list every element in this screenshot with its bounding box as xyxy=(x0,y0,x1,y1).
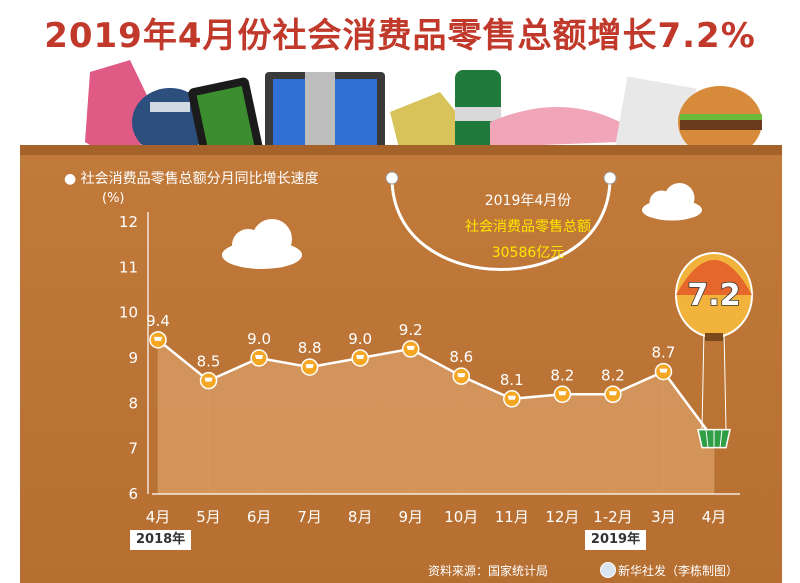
cart-icon xyxy=(553,385,572,404)
x-tick-label: 7月 xyxy=(297,508,322,526)
cart-glyph xyxy=(154,336,162,341)
balloon-stripe xyxy=(676,260,752,295)
data-label: 8.6 xyxy=(449,348,473,366)
chart-subtitle: ● 社会消费品零售总额分月同比增长速度 xyxy=(64,171,319,187)
retail-total-callout: 2019年4月份 社会消费品零售总额 30586亿元 xyxy=(428,188,628,266)
basket-slat xyxy=(719,429,723,448)
basket-icon xyxy=(697,428,731,449)
cart-icon xyxy=(250,349,268,367)
cart-icon xyxy=(300,358,319,376)
y-tick-label: 10 xyxy=(119,304,138,322)
cart-icon xyxy=(351,349,369,367)
x-tick-label: 1-2月 xyxy=(593,508,633,526)
chart-title: 2019年4月份社会消费品零售总额增长7.2% xyxy=(44,16,756,56)
data-label: 7.2 xyxy=(687,278,740,313)
balloon-rope xyxy=(723,328,727,430)
cart-glyph xyxy=(255,355,264,359)
cloud-icon xyxy=(222,219,302,269)
data-label: 8.1 xyxy=(500,371,524,389)
bag-handle xyxy=(385,171,617,271)
cart-glyph xyxy=(507,395,516,400)
credit-line: 新华社发（李栋制图） xyxy=(618,564,739,578)
cart-icon xyxy=(401,340,420,358)
data-label: 9.0 xyxy=(348,330,372,348)
x-tick-label: 9月 xyxy=(398,508,423,526)
basket-slat xyxy=(705,429,709,448)
x-tick-label: 4月 xyxy=(702,508,727,526)
data-label: 9.0 xyxy=(247,330,271,348)
data-label: 8.7 xyxy=(652,344,676,362)
cart-icon xyxy=(654,362,673,381)
area-fill xyxy=(158,339,714,494)
handle-grommet xyxy=(385,171,399,185)
cloud-part xyxy=(252,219,292,259)
y-tick-label: 9 xyxy=(128,349,138,367)
data-label: 8.8 xyxy=(298,339,322,357)
cart-glyph xyxy=(457,373,466,378)
data-label: 8.2 xyxy=(550,366,574,384)
scarf-icon xyxy=(85,60,155,170)
y-tick-label: 8 xyxy=(128,394,138,412)
cart-icon xyxy=(452,367,471,385)
high-heel-icon xyxy=(490,107,620,147)
x-tick-label: 8月 xyxy=(348,508,373,526)
y-tick-label: 7 xyxy=(128,440,138,458)
cart-icon xyxy=(503,390,521,408)
cloud-part xyxy=(664,183,695,213)
x-tick-label: 11月 xyxy=(495,508,529,526)
callout-metric: 社会消费品零售总额 xyxy=(465,219,591,235)
cart-icon xyxy=(199,371,218,390)
handle-rope xyxy=(390,177,612,271)
balloon-rope xyxy=(701,328,705,430)
xinhua-logo-icon xyxy=(600,562,616,578)
cart-glyph xyxy=(608,391,617,396)
x-tick-label: 3月 xyxy=(651,508,676,526)
handle-grommet xyxy=(603,171,617,185)
bag-rim xyxy=(20,145,782,155)
y-tick-label: 12 xyxy=(119,213,138,231)
cart-icon xyxy=(149,331,167,349)
cart-glyph xyxy=(406,345,415,350)
shopping-goods-illustration xyxy=(85,60,762,170)
cart-glyph xyxy=(558,391,567,396)
year-badge: 2019年 xyxy=(584,530,647,550)
y-tick-label: 11 xyxy=(119,258,138,276)
x-tick-label: 4月 xyxy=(146,508,171,526)
callout-period: 2019年4月份 xyxy=(484,193,572,209)
chart-subtitle-text: 社会消费品零售总额分月同比增长速度 xyxy=(80,171,319,187)
newspaper-icon xyxy=(613,76,697,168)
y-axis-unit: (%) xyxy=(102,191,125,206)
cart-icon xyxy=(604,385,622,404)
x-tick-label: 12月 xyxy=(545,508,579,526)
cart-glyph xyxy=(659,368,668,373)
x-tick-label: 10月 xyxy=(444,508,478,526)
data-label: 8.5 xyxy=(197,353,221,371)
cart-glyph xyxy=(305,364,314,369)
year-badge: 2018年 xyxy=(130,530,192,550)
hot-air-balloon-icon: 7.2 xyxy=(675,252,753,430)
data-source: 资料来源：国家统计局 xyxy=(428,564,549,578)
data-label: 8.2 xyxy=(601,366,625,384)
callout-value: 30586亿元 xyxy=(491,245,565,261)
balloon-basket xyxy=(705,333,723,341)
cart-glyph xyxy=(356,355,365,359)
x-tick-label: 5月 xyxy=(196,508,221,526)
y-tick-label: 6 xyxy=(128,485,138,503)
cart-glyph xyxy=(204,377,213,382)
series-line xyxy=(157,338,716,441)
cloud-icon xyxy=(642,183,702,221)
data-label: 9.2 xyxy=(399,321,423,339)
data-label: 9.4 xyxy=(146,312,170,330)
x-tick-label: 6月 xyxy=(247,508,272,526)
